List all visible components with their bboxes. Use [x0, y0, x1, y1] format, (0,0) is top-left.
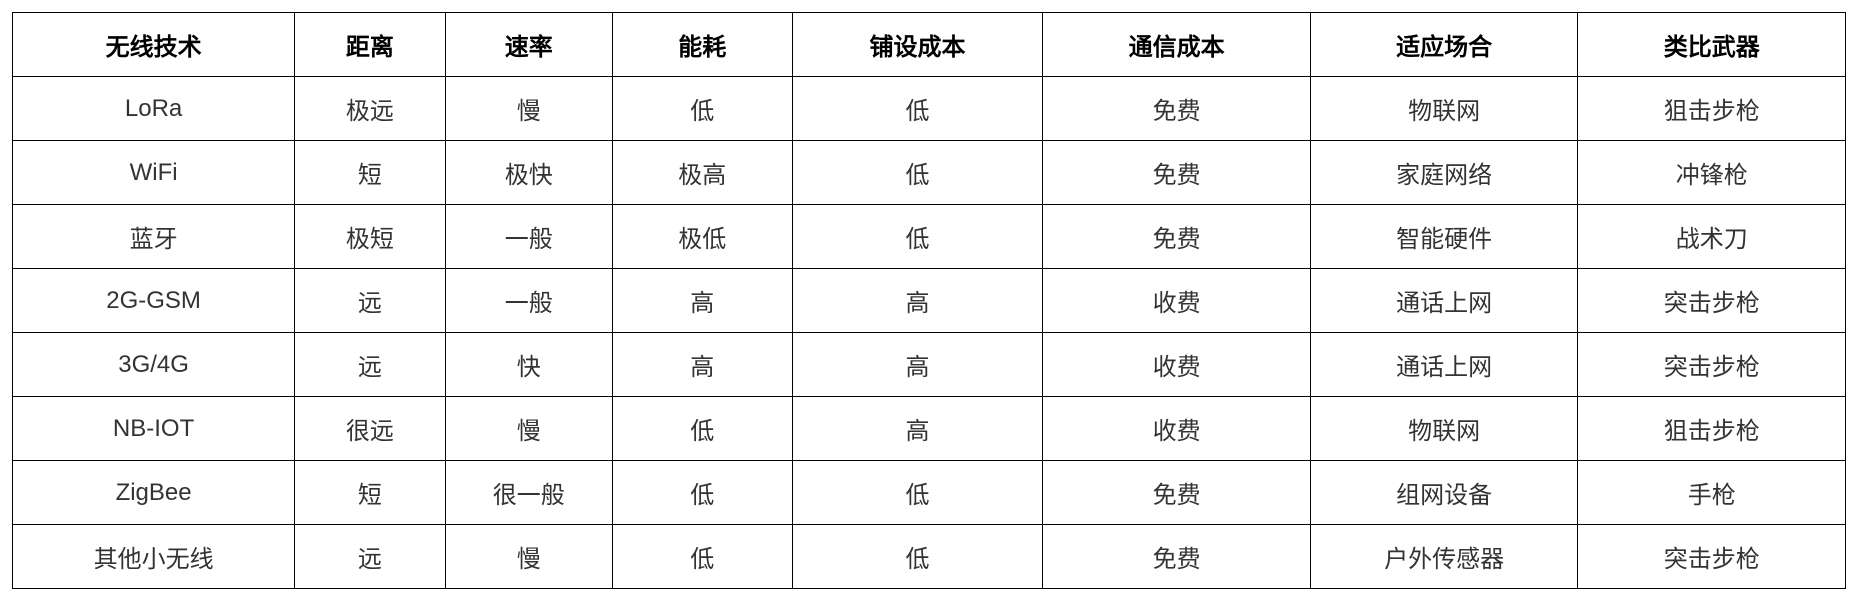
cell-scenario: 家庭网络 — [1310, 141, 1578, 205]
col-header-power: 能耗 — [612, 13, 792, 77]
cell-distance: 远 — [295, 525, 445, 589]
cell-speed: 一般 — [445, 269, 612, 333]
table-row: WiFi 短 极快 极高 低 免费 家庭网络 冲锋枪 — [13, 141, 1846, 205]
cell-deploy-cost: 低 — [792, 205, 1043, 269]
cell-analogy: 手枪 — [1578, 461, 1846, 525]
table-header-row: 无线技术 距离 速率 能耗 铺设成本 通信成本 适应场合 类比武器 — [13, 13, 1846, 77]
wireless-tech-comparison-table: 无线技术 距离 速率 能耗 铺设成本 通信成本 适应场合 类比武器 LoRa 极… — [12, 12, 1846, 589]
cell-scenario: 户外传感器 — [1310, 525, 1578, 589]
cell-distance: 短 — [295, 141, 445, 205]
cell-speed: 快 — [445, 333, 612, 397]
table-row: NB-IOT 很远 慢 低 高 收费 物联网 狙击步枪 — [13, 397, 1846, 461]
cell-power: 低 — [612, 397, 792, 461]
cell-tech: 其他小无线 — [13, 525, 295, 589]
cell-scenario: 物联网 — [1310, 397, 1578, 461]
cell-comm-cost: 收费 — [1043, 269, 1311, 333]
cell-deploy-cost: 低 — [792, 141, 1043, 205]
cell-distance: 短 — [295, 461, 445, 525]
cell-power: 低 — [612, 77, 792, 141]
cell-tech: NB-IOT — [13, 397, 295, 461]
cell-comm-cost: 免费 — [1043, 141, 1311, 205]
cell-tech: 蓝牙 — [13, 205, 295, 269]
cell-deploy-cost: 高 — [792, 333, 1043, 397]
cell-distance: 极短 — [295, 205, 445, 269]
cell-comm-cost: 免费 — [1043, 461, 1311, 525]
col-header-scenario: 适应场合 — [1310, 13, 1578, 77]
col-header-analogy: 类比武器 — [1578, 13, 1846, 77]
col-header-tech: 无线技术 — [13, 13, 295, 77]
table-row: 2G-GSM 远 一般 高 高 收费 通话上网 突击步枪 — [13, 269, 1846, 333]
cell-comm-cost: 免费 — [1043, 77, 1311, 141]
cell-distance: 远 — [295, 269, 445, 333]
col-header-deploy-cost: 铺设成本 — [792, 13, 1043, 77]
cell-analogy: 战术刀 — [1578, 205, 1846, 269]
cell-speed: 很一般 — [445, 461, 612, 525]
cell-power: 低 — [612, 525, 792, 589]
cell-tech: ZigBee — [13, 461, 295, 525]
cell-scenario: 物联网 — [1310, 77, 1578, 141]
table-row: 3G/4G 远 快 高 高 收费 通话上网 突击步枪 — [13, 333, 1846, 397]
cell-deploy-cost: 低 — [792, 525, 1043, 589]
cell-speed: 慢 — [445, 525, 612, 589]
table-row: LoRa 极远 慢 低 低 免费 物联网 狙击步枪 — [13, 77, 1846, 141]
cell-comm-cost: 免费 — [1043, 205, 1311, 269]
cell-comm-cost: 收费 — [1043, 333, 1311, 397]
table-row: 其他小无线 远 慢 低 低 免费 户外传感器 突击步枪 — [13, 525, 1846, 589]
cell-power: 高 — [612, 269, 792, 333]
cell-distance: 远 — [295, 333, 445, 397]
cell-analogy: 狙击步枪 — [1578, 77, 1846, 141]
cell-distance: 极远 — [295, 77, 445, 141]
cell-power: 极低 — [612, 205, 792, 269]
cell-deploy-cost: 高 — [792, 397, 1043, 461]
col-header-comm-cost: 通信成本 — [1043, 13, 1311, 77]
cell-tech: 3G/4G — [13, 333, 295, 397]
cell-scenario: 通话上网 — [1310, 333, 1578, 397]
cell-deploy-cost: 高 — [792, 269, 1043, 333]
cell-tech: 2G-GSM — [13, 269, 295, 333]
cell-power: 低 — [612, 461, 792, 525]
cell-speed: 一般 — [445, 205, 612, 269]
cell-comm-cost: 收费 — [1043, 397, 1311, 461]
col-header-distance: 距离 — [295, 13, 445, 77]
col-header-speed: 速率 — [445, 13, 612, 77]
cell-analogy: 突击步枪 — [1578, 525, 1846, 589]
cell-analogy: 狙击步枪 — [1578, 397, 1846, 461]
cell-power: 极高 — [612, 141, 792, 205]
cell-scenario: 通话上网 — [1310, 269, 1578, 333]
cell-deploy-cost: 低 — [792, 461, 1043, 525]
cell-tech: WiFi — [13, 141, 295, 205]
cell-deploy-cost: 低 — [792, 77, 1043, 141]
cell-tech: LoRa — [13, 77, 295, 141]
cell-scenario: 智能硬件 — [1310, 205, 1578, 269]
cell-comm-cost: 免费 — [1043, 525, 1311, 589]
table-row: 蓝牙 极短 一般 极低 低 免费 智能硬件 战术刀 — [13, 205, 1846, 269]
table-row: ZigBee 短 很一般 低 低 免费 组网设备 手枪 — [13, 461, 1846, 525]
cell-analogy: 冲锋枪 — [1578, 141, 1846, 205]
cell-speed: 慢 — [445, 77, 612, 141]
cell-analogy: 突击步枪 — [1578, 269, 1846, 333]
cell-distance: 很远 — [295, 397, 445, 461]
cell-power: 高 — [612, 333, 792, 397]
cell-speed: 慢 — [445, 397, 612, 461]
cell-speed: 极快 — [445, 141, 612, 205]
cell-scenario: 组网设备 — [1310, 461, 1578, 525]
cell-analogy: 突击步枪 — [1578, 333, 1846, 397]
